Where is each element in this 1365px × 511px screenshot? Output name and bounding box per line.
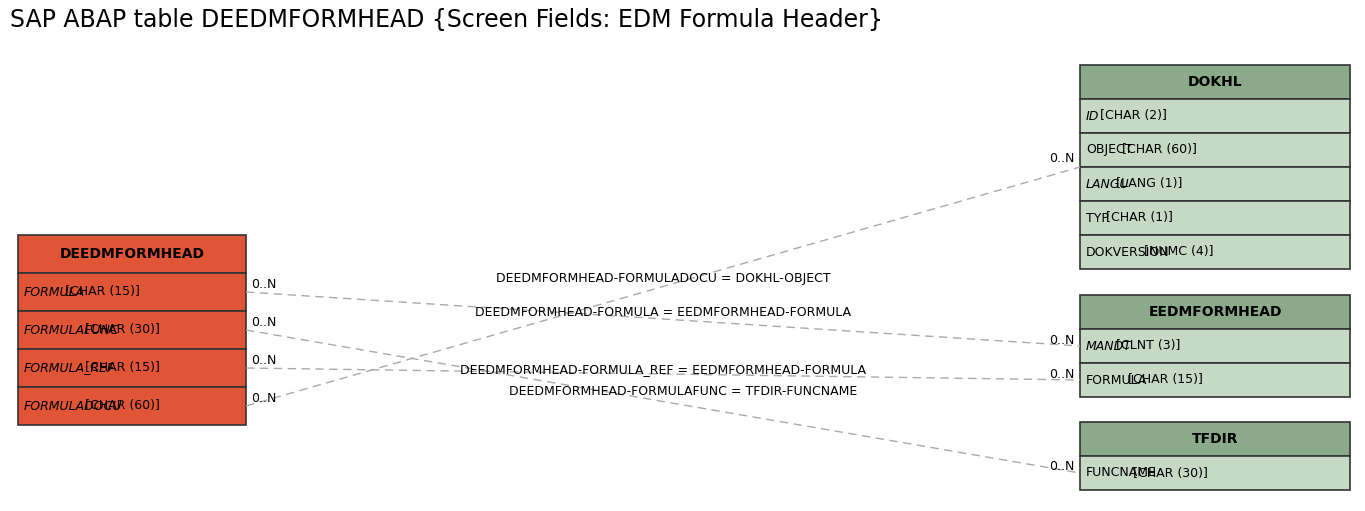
- Text: DOKVERSION: DOKVERSION: [1087, 245, 1170, 259]
- Bar: [18, 387, 246, 425]
- Text: FORMULA: FORMULA: [1087, 374, 1148, 386]
- Bar: [18, 235, 246, 273]
- Text: [CLNT (3)]: [CLNT (3)]: [1112, 339, 1181, 353]
- Text: OBJECT: OBJECT: [1087, 144, 1133, 156]
- Text: DEEDMFORMHEAD-FORMULAFUNC = TFDIR-FUNCNAME: DEEDMFORMHEAD-FORMULAFUNC = TFDIR-FUNCNA…: [509, 385, 857, 398]
- Text: TYP: TYP: [1087, 212, 1108, 224]
- Text: SAP ABAP table DEEDMFORMHEAD {Screen Fields: EDM Formula Header}: SAP ABAP table DEEDMFORMHEAD {Screen Fie…: [10, 8, 883, 32]
- Text: DEEDMFORMHEAD-FORMULA_REF = EEDMFORMHEAD-FORMULA: DEEDMFORMHEAD-FORMULA_REF = EEDMFORMHEAD…: [460, 363, 865, 377]
- Text: [CHAR (60)]: [CHAR (60)]: [1118, 144, 1197, 156]
- Text: 0..N: 0..N: [251, 277, 276, 290]
- Text: DOKHL: DOKHL: [1188, 75, 1242, 89]
- Text: [CHAR (15)]: [CHAR (15)]: [60, 286, 139, 298]
- Bar: [18, 273, 246, 311]
- Bar: [1080, 133, 1350, 167]
- Bar: [1080, 329, 1350, 363]
- Text: [CHAR (1)]: [CHAR (1)]: [1102, 212, 1173, 224]
- Text: FORMULADOCU: FORMULADOCU: [25, 400, 123, 412]
- Bar: [1080, 235, 1350, 269]
- Text: MANDT: MANDT: [1087, 339, 1132, 353]
- Text: [CHAR (30)]: [CHAR (30)]: [82, 323, 160, 337]
- Bar: [18, 311, 246, 349]
- Bar: [1080, 456, 1350, 490]
- Bar: [1080, 167, 1350, 201]
- Text: 0..N: 0..N: [1050, 152, 1076, 166]
- Bar: [1080, 363, 1350, 397]
- Text: DEEDMFORMHEAD: DEEDMFORMHEAD: [60, 247, 205, 261]
- Text: 0..N: 0..N: [251, 391, 276, 405]
- Text: FORMULAFUNC: FORMULAFUNC: [25, 323, 120, 337]
- Text: 0..N: 0..N: [251, 315, 276, 329]
- Text: [CHAR (15)]: [CHAR (15)]: [1123, 374, 1203, 386]
- Text: [NUMC (4)]: [NUMC (4)]: [1140, 245, 1213, 259]
- Text: 0..N: 0..N: [1050, 460, 1076, 474]
- Text: EEDMFORMHEAD: EEDMFORMHEAD: [1148, 305, 1282, 319]
- Text: FUNCNAME: FUNCNAME: [1087, 467, 1158, 479]
- Bar: [1080, 422, 1350, 456]
- Bar: [1080, 295, 1350, 329]
- Text: ID: ID: [1087, 109, 1099, 123]
- Text: FORMULA_REF: FORMULA_REF: [25, 361, 115, 375]
- Text: TFDIR: TFDIR: [1192, 432, 1238, 446]
- Text: LANGU: LANGU: [1087, 177, 1130, 191]
- Text: 0..N: 0..N: [1050, 334, 1076, 346]
- Text: 0..N: 0..N: [1050, 367, 1076, 381]
- Text: [CHAR (30)]: [CHAR (30)]: [1129, 467, 1208, 479]
- Bar: [1080, 65, 1350, 99]
- Bar: [1080, 99, 1350, 133]
- Bar: [18, 349, 246, 387]
- Text: 0..N: 0..N: [251, 354, 276, 366]
- Text: [CHAR (15)]: [CHAR (15)]: [82, 361, 160, 375]
- Text: [LANG (1)]: [LANG (1)]: [1112, 177, 1182, 191]
- Text: FORMULA: FORMULA: [25, 286, 85, 298]
- Text: [CHAR (2)]: [CHAR (2)]: [1096, 109, 1167, 123]
- Text: [CHAR (60)]: [CHAR (60)]: [82, 400, 160, 412]
- Text: DEEDMFORMHEAD-FORMULADOCU = DOKHL-OBJECT: DEEDMFORMHEAD-FORMULADOCU = DOKHL-OBJECT: [495, 272, 830, 285]
- Text: DEEDMFORMHEAD-FORMULA = EEDMFORMHEAD-FORMULA: DEEDMFORMHEAD-FORMULA = EEDMFORMHEAD-FOR…: [475, 307, 850, 319]
- Bar: [1080, 201, 1350, 235]
